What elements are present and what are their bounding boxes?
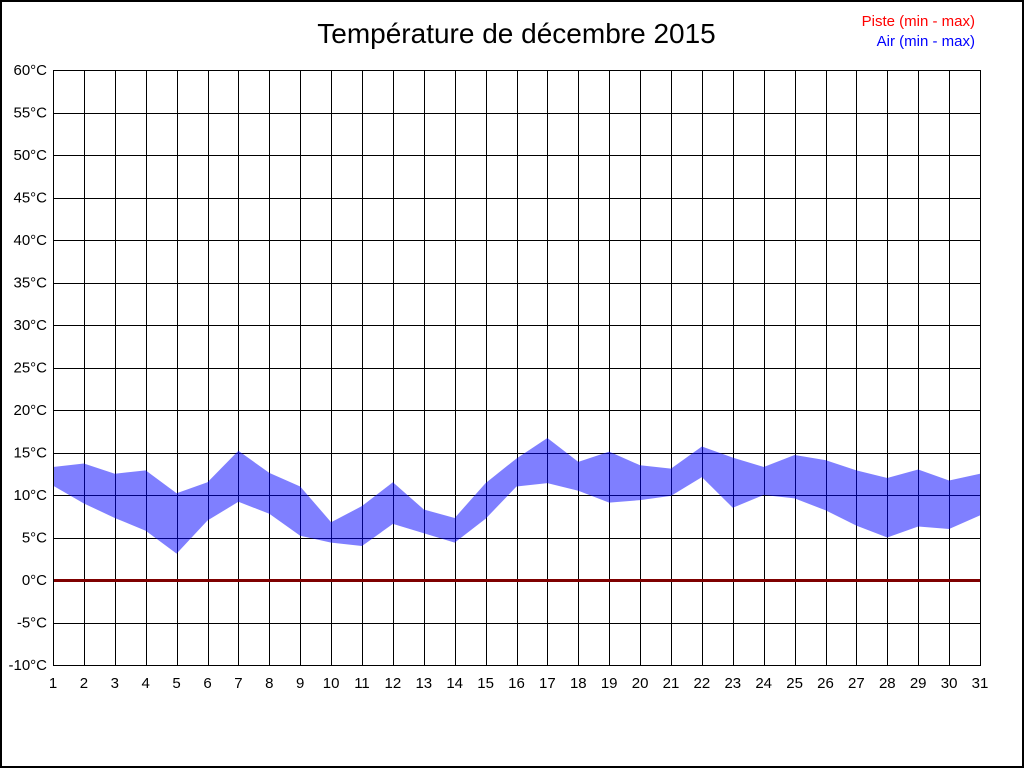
x-tick-label: 15 [477, 675, 494, 692]
x-tick-label: 24 [755, 675, 772, 692]
y-tick-label: 25°C [13, 360, 47, 377]
x-tick-label: 17 [539, 675, 556, 692]
x-tick-label: 25 [786, 675, 803, 692]
y-tick-label: 60°C [13, 62, 47, 79]
x-tick-label: 2 [80, 675, 88, 692]
x-tick-label: 26 [817, 675, 834, 692]
x-tick-label: 29 [910, 675, 927, 692]
x-tick-label: 6 [203, 675, 211, 692]
y-tick-label: 20°C [13, 402, 47, 419]
y-tick-label: 35°C [13, 275, 47, 292]
x-tick-label: 7 [234, 675, 242, 692]
chart-title: Température de décembre 2015 [317, 18, 716, 49]
x-tick-label: 20 [632, 675, 649, 692]
x-tick-label: 16 [508, 675, 525, 692]
plot-frame [53, 70, 981, 666]
x-tick-label: 19 [601, 675, 618, 692]
legend-item-piste: Piste (min - max) [861, 13, 975, 30]
y-tick-label: 15°C [13, 445, 47, 462]
x-tick-label: 13 [415, 675, 432, 692]
y-tick-label: 5°C [22, 530, 47, 547]
y-tick-label: 40°C [13, 232, 47, 249]
x-tick-label: 11 [354, 675, 370, 692]
x-tick-label: 18 [570, 675, 587, 692]
x-tick-label: 3 [111, 675, 119, 692]
y-tick-label: 55°C [13, 105, 47, 122]
x-tick-label: 27 [848, 675, 865, 692]
y-tick-label: 50°C [13, 147, 47, 164]
x-tick-label: 22 [694, 675, 711, 692]
x-tick-label: 28 [879, 675, 896, 692]
x-tick-label: 5 [172, 675, 180, 692]
x-tick-label: 8 [265, 675, 273, 692]
y-tick-label: 10°C [13, 487, 47, 504]
x-tick-label: 23 [724, 675, 741, 692]
x-tick-label: 30 [941, 675, 958, 692]
y-tick-label: 45°C [13, 190, 47, 207]
y-tick-label: 30°C [13, 317, 47, 334]
x-tick-label: 10 [323, 675, 340, 692]
x-tick-label: 31 [972, 675, 989, 692]
x-tick-label: 9 [296, 675, 304, 692]
x-tick-label: 4 [142, 675, 150, 692]
x-tick-label: 21 [663, 675, 680, 692]
air-minmax-band [53, 438, 980, 554]
x-tick-label: 1 [49, 675, 57, 692]
y-tick-label: -5°C [17, 615, 47, 632]
x-tick-label: 12 [385, 675, 402, 692]
legend-item-air: Air (min - max) [876, 33, 975, 50]
y-tick-label: 0°C [22, 572, 47, 589]
x-tick-label: 14 [446, 675, 463, 692]
y-tick-label: -10°C [8, 657, 47, 674]
legend: Piste (min - max) Air (min - max) [862, 12, 975, 52]
